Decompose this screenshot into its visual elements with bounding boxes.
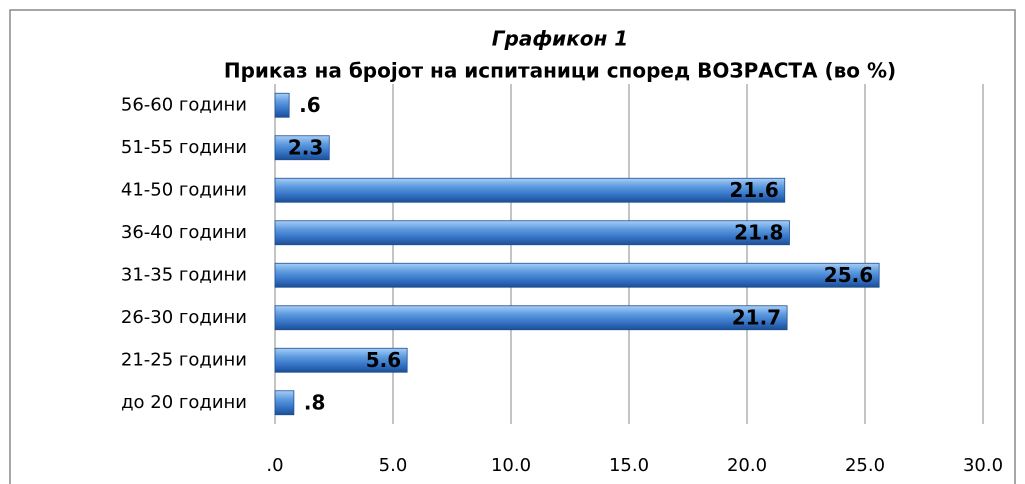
- x-tick-label: 10.0: [491, 455, 531, 476]
- y-tick-label: 26-30 години: [121, 307, 247, 328]
- chart-frame: [9, 9, 1016, 484]
- value-label: 21.6: [729, 178, 778, 202]
- y-tick-label: 31-35 години: [121, 264, 247, 285]
- y-tick-label: 56-60 години: [121, 94, 247, 115]
- x-tick-label: 20.0: [727, 455, 767, 476]
- value-label: .6: [299, 93, 321, 117]
- chart-subtitle: Приказ на бројот на испитаници според ВО…: [224, 59, 896, 83]
- chart-title: Графикон 1: [492, 27, 628, 51]
- x-tick-label: 25.0: [845, 455, 885, 476]
- value-label: 21.7: [732, 305, 781, 329]
- bar: [274, 347, 408, 373]
- y-tick-label: 41-50 години: [121, 179, 247, 200]
- value-label: 5.6: [366, 348, 401, 372]
- bar: [274, 92, 290, 118]
- bar: [274, 135, 330, 161]
- y-tick-label: 36-40 години: [121, 222, 247, 243]
- y-tick-label: 21-25 години: [121, 349, 247, 370]
- bar: [274, 177, 786, 203]
- value-label: 25.6: [824, 263, 873, 287]
- bar: [274, 305, 788, 331]
- x-tick-label: 30.0: [963, 455, 1003, 476]
- bar: [274, 220, 790, 246]
- bar: [274, 262, 880, 288]
- value-label: 21.8: [734, 220, 783, 244]
- y-tick-label: 51-55 години: [121, 137, 247, 158]
- x-tick-label: 15.0: [609, 455, 649, 476]
- y-tick-label: до 20 години: [121, 392, 247, 413]
- value-label: .8: [304, 390, 326, 414]
- x-tick-label: 5.0: [379, 455, 408, 476]
- bar: [274, 390, 295, 416]
- x-tick-label: .0: [266, 455, 283, 476]
- value-label: 2.3: [288, 135, 323, 159]
